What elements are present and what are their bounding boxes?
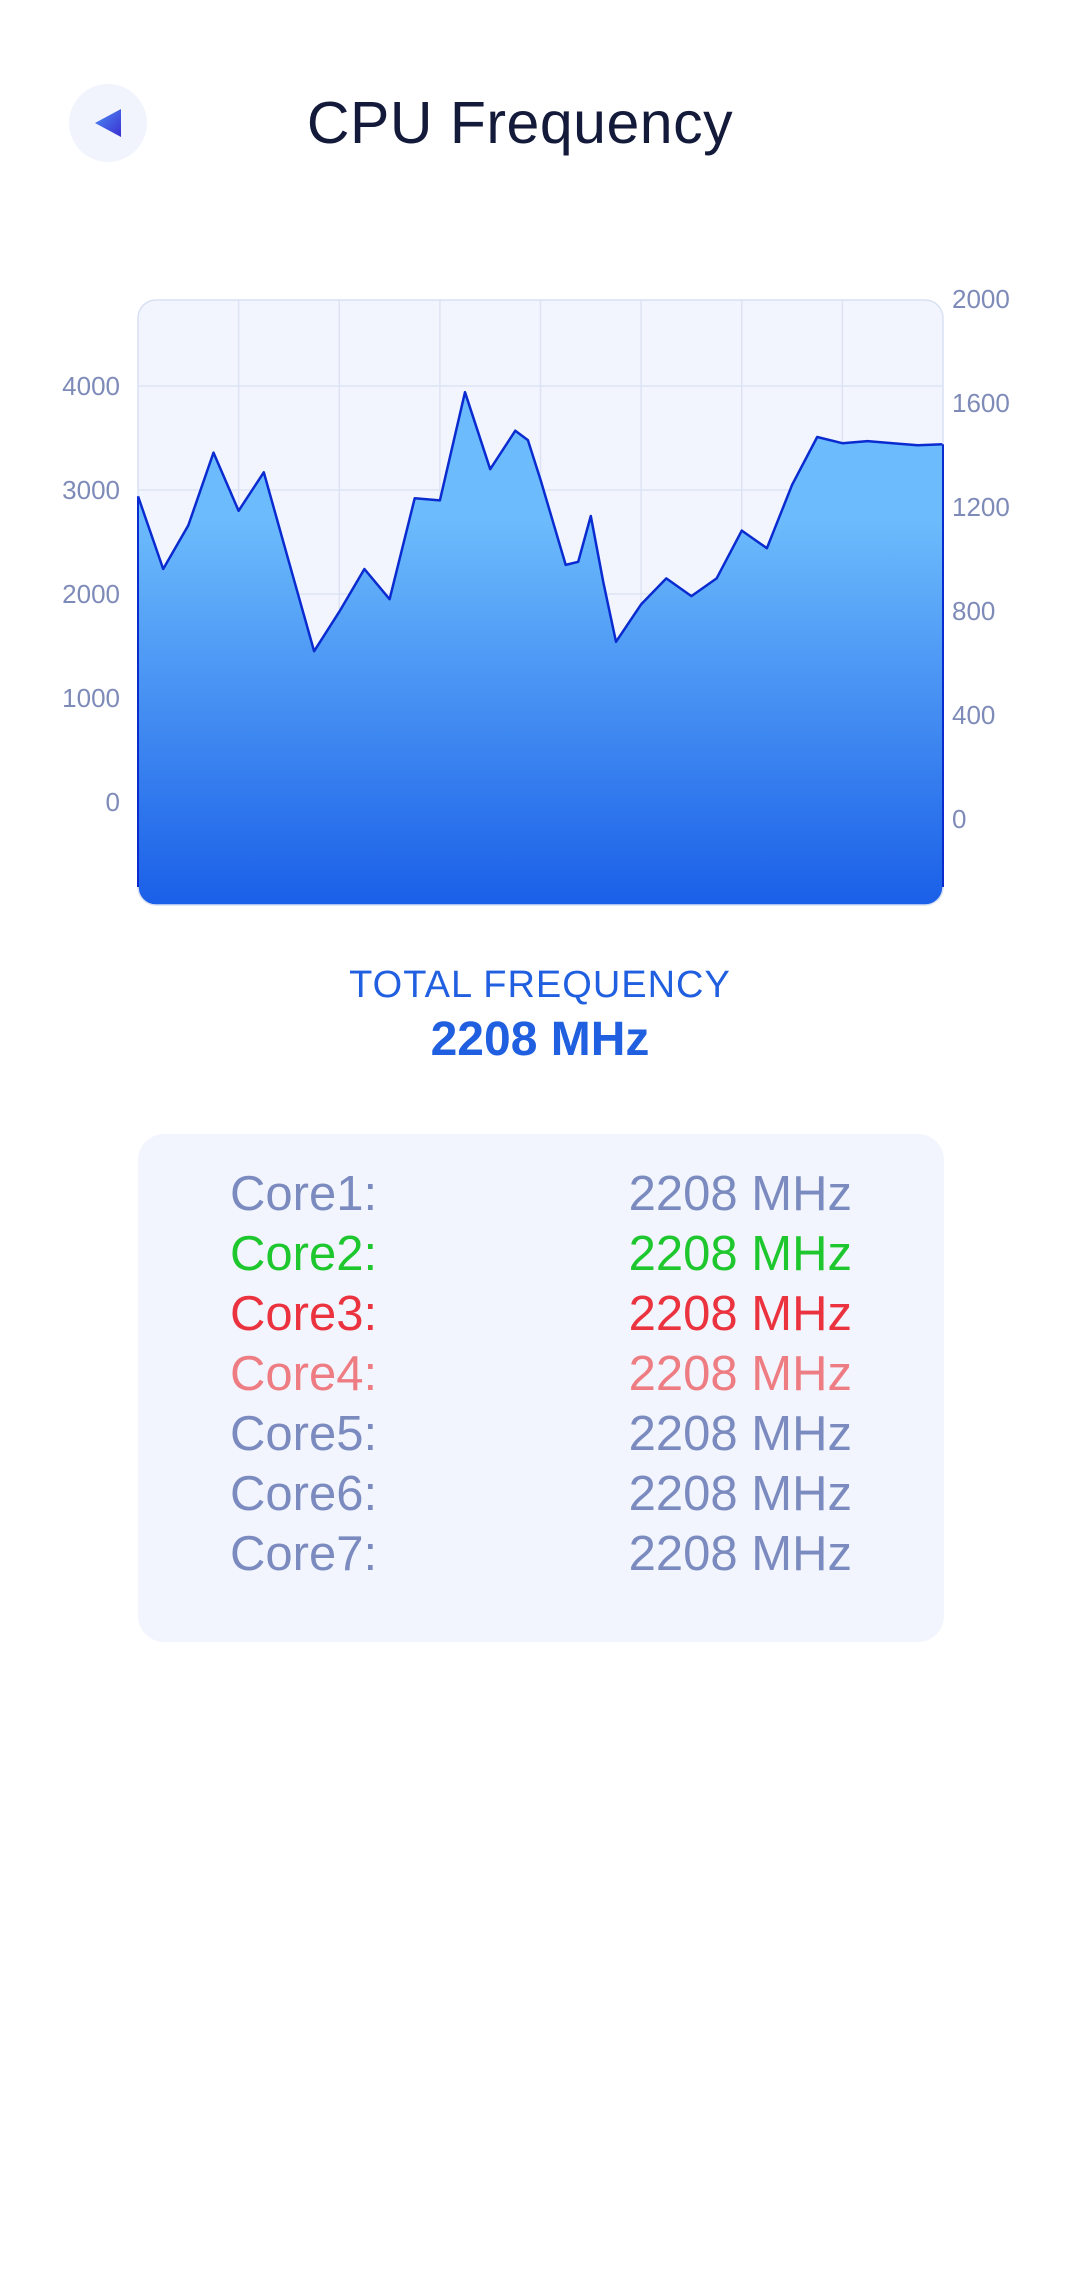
core-row: Core5: 2208 MHz — [138, 1404, 944, 1464]
right-axis-tick: 0 — [952, 804, 966, 834]
total-frequency-value: 2208 MHz — [430, 1013, 650, 1066]
core-row: Core2: 2208 MHz — [138, 1224, 944, 1284]
page-title: CPU Frequency — [306, 90, 734, 156]
core-row: Core4: 2208 MHz — [138, 1344, 944, 1404]
frequency-line — [136, 390, 944, 653]
core-name: Core6: — [230, 1467, 378, 1521]
app-header: CPU Frequency — [0, 0, 1080, 250]
left-axis-tick: 2000 — [62, 579, 120, 609]
core-frequency-value: 2208 MHz — [628, 1287, 852, 1341]
core-frequency-value: 2208 MHz — [628, 1467, 852, 1521]
core-frequency-value: 2208 MHz — [628, 1227, 852, 1281]
core-name: Core7: — [230, 1527, 378, 1581]
cores-panel: Core1: 2208 MHz Core2: 2208 MHz Core3: 2208 M… — [138, 1134, 944, 1642]
back-button[interactable] — [69, 84, 147, 162]
core-frequency-value: 2208 MHz — [628, 1407, 852, 1461]
core-name: Core1: — [230, 1167, 378, 1221]
frequency-area — [138, 392, 943, 905]
core-name: Core2: — [230, 1227, 378, 1281]
core-row: Core6: 2208 MHz — [138, 1464, 944, 1524]
core-frequency-value: 2208 MHz — [628, 1167, 852, 1221]
core-frequency-value: 2208 MHz — [628, 1347, 852, 1401]
right-axis-tick: 1200 — [952, 492, 1010, 522]
core-name: Core3: — [230, 1287, 378, 1341]
total-frequency-label: TOTAL FREQUENCY — [349, 964, 731, 1006]
left-axis-tick: 1000 — [62, 683, 120, 713]
right-axis-tick: 400 — [952, 700, 995, 730]
right-axis-tick: 1600 — [952, 388, 1010, 418]
core-name: Core4: — [230, 1347, 378, 1401]
core-frequency-value: 2208 MHz — [628, 1527, 852, 1581]
left-axis-tick: 3000 — [62, 475, 120, 505]
core-row: Core3: 2208 MHz — [138, 1284, 944, 1344]
right-axis-tick: 800 — [952, 596, 995, 626]
frequency-chart: 0 1000 2000 3000 4000 0 400 800 1200 1600 2000 — [62, 284, 1010, 906]
back-triangle-icon — [95, 109, 121, 137]
core-name: Core5: — [230, 1407, 378, 1461]
left-axis-tick: 4000 — [62, 371, 120, 401]
core-row: Core7: 2208 MHz — [138, 1524, 944, 1584]
right-axis-tick: 2000 — [952, 284, 1010, 314]
core-row: Core1: 2208 MHz — [138, 1164, 944, 1224]
left-axis-tick: 0 — [106, 787, 120, 817]
